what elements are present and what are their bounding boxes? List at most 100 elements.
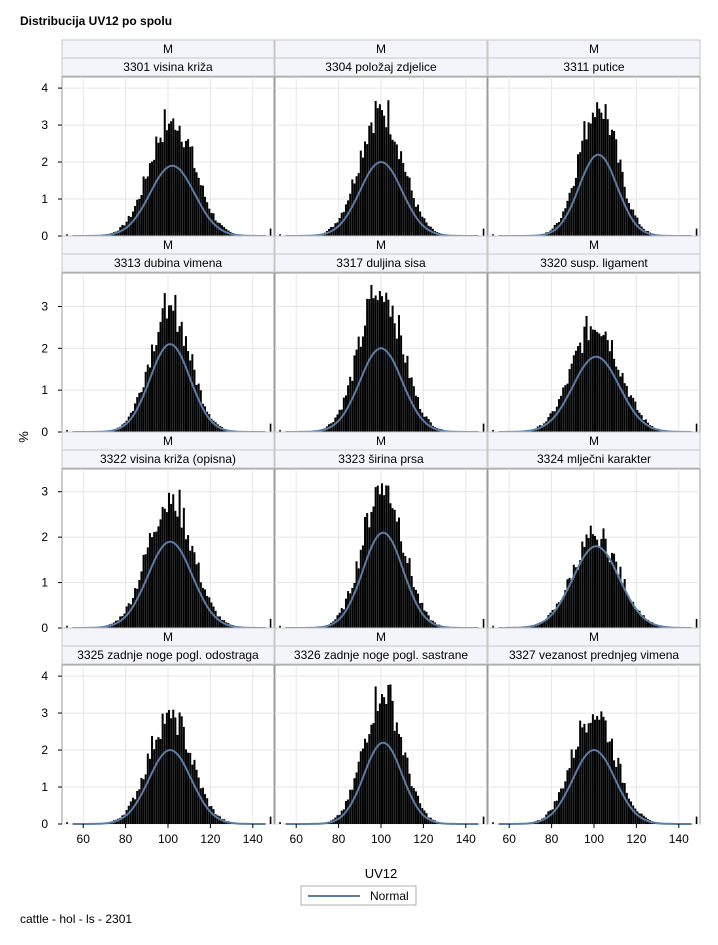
panel-trait-header — [487, 645, 701, 665]
histogram-bar — [574, 567, 577, 628]
histogram-bar — [412, 788, 415, 824]
histogram-bar — [134, 206, 137, 236]
histogram-bar — [406, 176, 409, 236]
histogram-bar — [651, 426, 654, 432]
histogram-bar — [172, 494, 175, 628]
histogram-bar — [376, 108, 379, 236]
histogram-panel-6: M 3320 susp. ligament — [487, 235, 701, 433]
histogram-bar — [630, 209, 633, 236]
histogram-bar — [216, 424, 219, 432]
histogram-bar — [136, 790, 139, 824]
histogram-bar — [344, 395, 347, 432]
histogram-bar — [404, 362, 407, 432]
histogram-bar — [589, 722, 592, 824]
histogram-bar — [340, 409, 343, 432]
histogram-bar — [543, 817, 546, 824]
histogram-bar — [598, 108, 601, 236]
y-tick-label: 3 — [41, 299, 48, 313]
histogram-bar — [163, 109, 166, 236]
histogram-bar — [600, 711, 603, 824]
histogram-bar — [214, 610, 217, 628]
histogram-bar — [410, 575, 413, 628]
histogram-bar — [174, 129, 177, 236]
histogram-bar — [695, 816, 698, 824]
histogram-bar — [591, 714, 594, 824]
histogram-bar — [170, 503, 173, 628]
panel-group-label: M — [163, 238, 173, 252]
histogram-bar — [197, 177, 200, 236]
histogram-bar — [187, 139, 190, 236]
histogram-bar — [604, 104, 607, 236]
histogram-bar — [361, 545, 364, 628]
panel-trait-header — [274, 253, 488, 273]
histogram-bar — [218, 616, 221, 628]
panel-trait-header — [274, 645, 488, 665]
histogram-bar — [168, 492, 171, 628]
histogram-bar — [647, 422, 650, 432]
histogram-bar — [347, 200, 350, 236]
panel-group-label: M — [376, 42, 386, 56]
histogram-bar — [543, 621, 546, 628]
histogram-bar — [214, 814, 217, 824]
histogram-bar — [630, 601, 633, 628]
histogram-bar — [414, 791, 417, 824]
histogram-bar — [199, 582, 202, 628]
histogram-bar — [216, 616, 219, 628]
histogram-bar — [414, 589, 417, 628]
histogram-bar — [148, 533, 151, 628]
histogram-bar — [131, 598, 134, 628]
histogram-bar — [269, 816, 272, 824]
histogram-bar — [649, 425, 652, 432]
histogram-bar — [640, 616, 643, 628]
x-tick-label: 80 — [332, 832, 346, 846]
histogram-bar — [591, 329, 594, 432]
histogram-bar — [596, 715, 599, 824]
histogram-bar — [123, 814, 126, 824]
histogram-bar — [541, 425, 544, 432]
x-axis-label: UV12 — [365, 866, 398, 881]
footnote: cattle - hol - ls - 2301 — [20, 912, 133, 926]
histogram-bar — [393, 730, 396, 824]
histogram-bar — [182, 507, 185, 628]
histogram-bar — [391, 508, 394, 628]
histogram-bar — [197, 562, 200, 628]
histogram-bar — [212, 420, 215, 432]
histogram-bar — [617, 757, 620, 824]
histogram-bar — [155, 345, 158, 432]
histogram-bar — [210, 602, 213, 628]
histogram-bar — [157, 142, 160, 236]
histogram-bar — [615, 139, 618, 236]
histogram-bar — [184, 749, 187, 824]
histogram-bar — [189, 360, 192, 432]
histogram-bar — [594, 329, 597, 432]
histogram-bar — [182, 147, 185, 236]
y-tick-label: 4 — [41, 669, 48, 683]
histogram-bar — [138, 580, 141, 628]
histogram-bar — [165, 712, 168, 824]
y-tick-label: 3 — [41, 118, 48, 132]
histogram-bar — [423, 416, 426, 432]
panel-group-label: M — [163, 434, 173, 448]
histogram-bar — [613, 358, 616, 432]
histogram-bar — [602, 335, 605, 432]
histogram-bar — [606, 119, 609, 236]
histogram-bar — [596, 331, 599, 432]
histogram-bar — [372, 723, 375, 824]
histogram-bar — [602, 528, 605, 628]
histogram-bar — [549, 810, 552, 824]
histogram-bar — [545, 814, 548, 824]
histogram-bar — [138, 789, 141, 824]
histogram-bar — [543, 423, 546, 432]
histogram-bar — [163, 723, 166, 824]
panel-group-label: M — [163, 42, 173, 56]
histogram-bar — [279, 822, 281, 824]
histogram-bar — [627, 798, 630, 824]
histogram-bar — [655, 624, 658, 628]
histogram-bar — [564, 590, 567, 628]
histogram-bar — [591, 534, 594, 628]
histogram-panel-8: M 3323 širina prsa — [274, 431, 488, 629]
histogram-bar — [376, 485, 379, 628]
histogram-bar — [625, 594, 628, 628]
histogram-bar — [221, 619, 224, 628]
histogram-bar — [427, 817, 430, 824]
